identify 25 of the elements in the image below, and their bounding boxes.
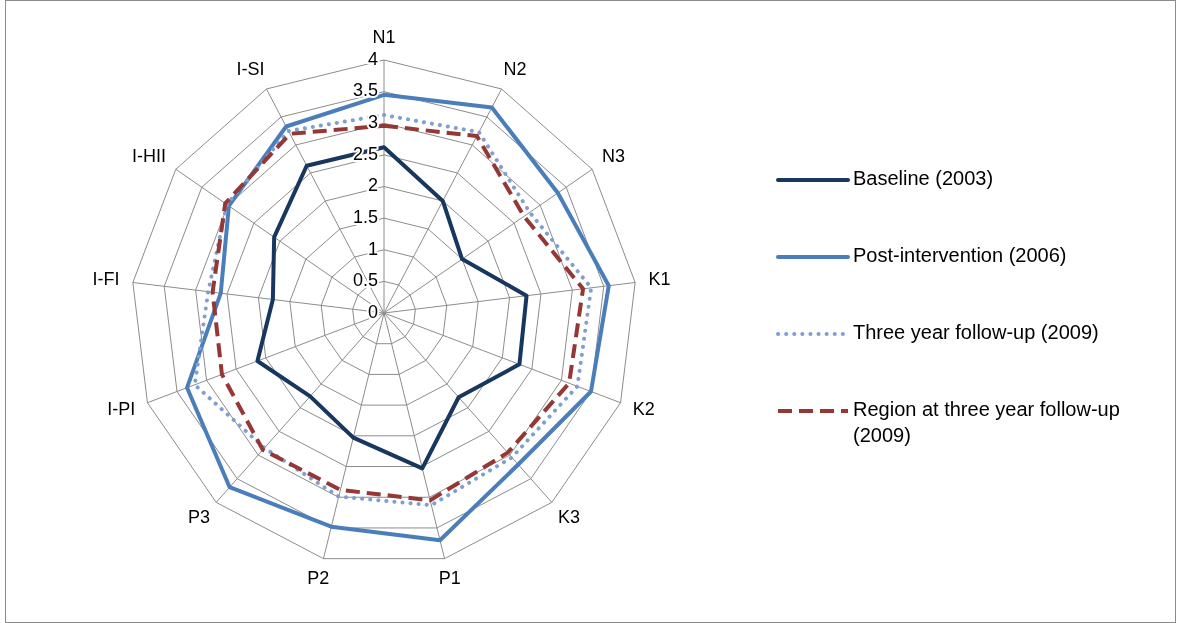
y-tick-label: 1	[367, 238, 378, 259]
spoke-label: K2	[632, 399, 655, 420]
y-tick-label: 3	[367, 112, 378, 132]
spoke-label: P1	[438, 568, 461, 589]
legend-label: Three year follow-up (2009)	[853, 321, 1099, 344]
spoke-label: K1	[648, 268, 671, 289]
spoke-label: I-SI	[236, 58, 265, 79]
spoke-label: P3	[187, 507, 210, 528]
spoke-label: N3	[601, 145, 625, 166]
y-tick-label: 1.5	[352, 206, 378, 227]
y-tick-label: 3.5	[352, 80, 378, 101]
y-tick-label: 0.5	[352, 270, 378, 291]
y-tick-label: 2	[367, 175, 378, 196]
legend-label: Post-intervention (2006)	[853, 244, 1067, 267]
y-tick-label: 0	[367, 301, 378, 322]
spoke-label: I-FI	[92, 268, 120, 289]
legend-label: Region at three year follow-up (2009)	[853, 398, 1120, 447]
legend-label: Baseline (2003)	[853, 167, 994, 190]
spoke-label: P2	[307, 568, 330, 589]
spoke-label: N2	[503, 58, 527, 79]
spoke-label: K3	[558, 507, 581, 528]
spoke-label: N1	[372, 27, 396, 48]
spoke-label: I-HII	[132, 145, 167, 166]
spoke-label: I-PI	[107, 399, 136, 420]
y-tick-label: 4	[367, 48, 378, 69]
